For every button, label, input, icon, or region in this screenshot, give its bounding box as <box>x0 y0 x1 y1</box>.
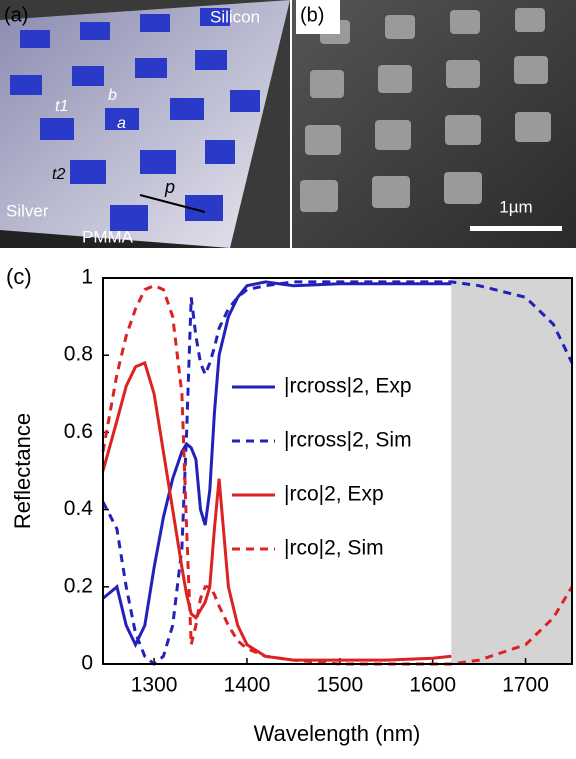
y-tick-label: 0.6 <box>64 420 93 443</box>
plot-frame <box>102 277 573 665</box>
x-tick-label: 1600 <box>409 674 456 697</box>
legend-label: |rco|2, Sim <box>284 537 384 560</box>
panel-c: (c) Reflectance Wavelength (nm) 0 0.2 0.4 0… <box>6 264 574 746</box>
panel-a: (a) Silicon t1 b a t2 Silver PMMA p <box>0 0 290 248</box>
legend-label: |rcross|2, Exp <box>284 375 412 398</box>
panel-b: (b) 1µm <box>292 0 576 248</box>
legend-label: |rco|2, Exp <box>284 483 384 506</box>
period-arrow <box>139 194 206 213</box>
series-line <box>102 280 452 649</box>
y-tick-label: 0 <box>81 652 93 675</box>
blocks <box>10 8 260 231</box>
annotation: a <box>117 115 126 132</box>
annotation: b <box>108 87 117 104</box>
scale-bar <box>470 226 562 231</box>
label-bg <box>296 0 340 34</box>
annotation: t2 <box>52 166 65 183</box>
series-line <box>101 360 452 662</box>
x-axis-label: Wavelength (nm) <box>254 721 421 746</box>
series-line <box>101 280 574 666</box>
scale-label: 1µm <box>499 197 532 216</box>
x-tick-label: 1300 <box>131 674 178 697</box>
silver-layer <box>0 230 230 248</box>
legend-label: |rcross|2, Sim <box>284 429 412 452</box>
x-tick-label: 1400 <box>224 674 271 697</box>
y-tick-label: 0.8 <box>64 343 93 366</box>
y-axis-label: Reflectance <box>10 413 35 529</box>
annotation: Silicon <box>210 7 260 26</box>
shaded-region <box>451 278 572 664</box>
annotation: Silver <box>6 201 49 220</box>
annotation: p <box>164 177 175 197</box>
panel-label: (c) <box>6 264 32 289</box>
y-tick-label: 0.4 <box>64 497 94 520</box>
y-tick-label: 0.2 <box>64 574 93 597</box>
sem-blocks <box>300 8 551 212</box>
panel-label: (a) <box>4 4 28 26</box>
x-tick-label: 1500 <box>316 674 363 697</box>
annotation: t1 <box>55 98 68 115</box>
y-tick-label: 1 <box>81 266 93 289</box>
annotation: PMMA <box>82 227 134 246</box>
panel-label: (b) <box>300 4 324 26</box>
x-tick-label: 1700 <box>502 674 549 697</box>
